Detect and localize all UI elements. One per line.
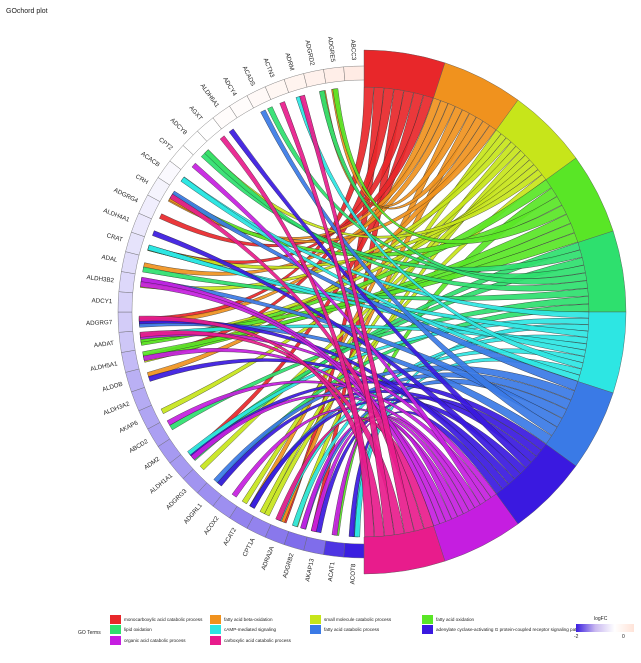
- gene-label: ALDH3B2: [86, 274, 115, 284]
- gene-label: ADCY8: [169, 117, 189, 137]
- gene-logfc-arc: [323, 540, 346, 558]
- gene-label: ADCY4: [221, 76, 238, 98]
- gene-label: ADCY1: [91, 297, 112, 305]
- gene-logfc-arc: [125, 368, 145, 393]
- gene-label: AADAT: [94, 340, 115, 349]
- gene-logfc-arc: [118, 271, 136, 294]
- gene-label: ADGRD2: [303, 39, 315, 66]
- gene-logfc-arc: [323, 66, 346, 84]
- gene-logfc-arc: [118, 330, 136, 353]
- gene-logfc-arc: [117, 311, 134, 333]
- gene-logfc-arc: [283, 73, 308, 93]
- gene-label: CRH: [134, 173, 149, 186]
- gene-label: ABCD2: [128, 438, 150, 455]
- gene-label: ACOT8: [349, 563, 357, 584]
- gene-label: ADRM: [283, 52, 295, 71]
- gene-label: CPT1A: [242, 536, 257, 558]
- gene-label: ADGRG7: [86, 319, 113, 327]
- gene-logfc-arc: [343, 542, 365, 559]
- gene-label: AKAP13: [304, 557, 316, 582]
- gene-label: ADGRL1: [183, 502, 205, 526]
- gene-label: ALDH5A1: [90, 360, 119, 373]
- gene-logfc-arc: [303, 536, 327, 555]
- gene-label: ACAT2: [222, 526, 238, 547]
- gene-label: ADM2: [143, 455, 162, 471]
- gene-logfc-arc: [343, 65, 365, 82]
- gene-label: ADGRG3: [165, 487, 189, 511]
- gene-label: ADGRB2: [282, 552, 296, 579]
- gene-label: ACTN3: [262, 57, 276, 79]
- gene-label: ABCC3: [349, 39, 357, 60]
- gene-label: ALDH6A1: [199, 83, 221, 110]
- gene-label: ACOX2: [203, 515, 221, 537]
- gene-label: CPT2: [157, 136, 174, 152]
- gene-logfc-arc: [117, 291, 134, 313]
- gene-logfc-arc: [121, 251, 140, 275]
- gene-label: ACAT1: [327, 561, 336, 582]
- gene-label: ADGRG4: [113, 187, 140, 205]
- gene-label: ALDH4A1: [102, 207, 131, 224]
- gene-label: ADRA2A: [260, 545, 276, 571]
- gene-label: ALDOB: [101, 381, 123, 394]
- chart-title: GOchord plot: [6, 8, 48, 15]
- gene-label: ALDH3A2: [102, 400, 131, 417]
- gene-label: CRAT: [106, 232, 124, 243]
- gene-label: AGXT: [187, 105, 203, 123]
- gene-label: ADAL: [101, 254, 119, 264]
- gene-label: AKAP6: [118, 419, 139, 434]
- gene-label: ACACB: [139, 150, 160, 168]
- gene-logfc-arc: [303, 69, 327, 88]
- gene-label: ADGRE5: [326, 36, 336, 63]
- gene-label: ALDH1A1: [149, 472, 175, 495]
- ribbons: [138, 86, 590, 538]
- gene-label: ACADS: [241, 65, 257, 87]
- gene-logfc-arc: [121, 349, 140, 373]
